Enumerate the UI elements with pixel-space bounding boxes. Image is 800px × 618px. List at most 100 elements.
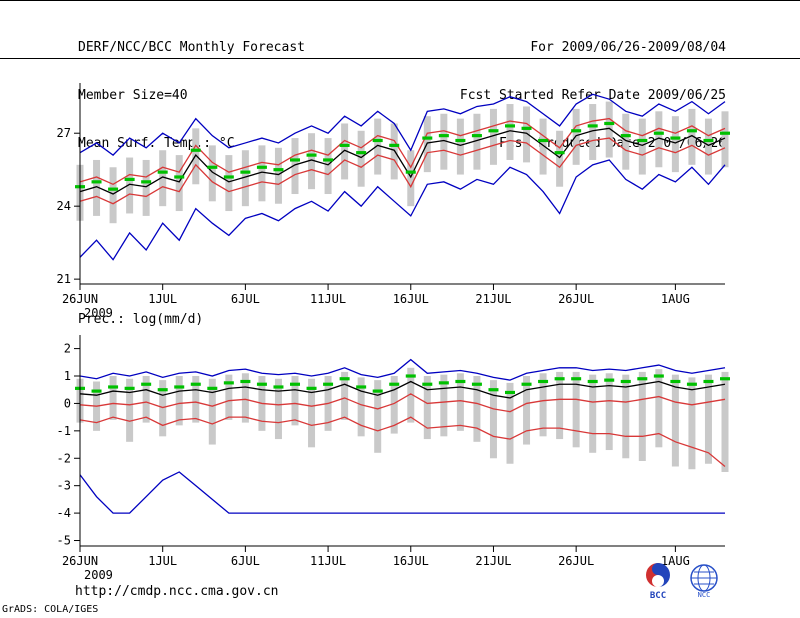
member-range-bar bbox=[440, 113, 448, 170]
member-range-bar bbox=[440, 374, 448, 437]
member-max-line bbox=[79, 93, 726, 156]
page-title: DERF/NCC/BCC Monthly Forecast bbox=[78, 40, 305, 55]
y-tick-label: 27 bbox=[57, 126, 71, 140]
x-tick-label: 1AUG bbox=[661, 554, 690, 568]
member-range-bar bbox=[175, 155, 183, 212]
x-tick-label: 11JUL bbox=[310, 554, 346, 568]
upper-spread-line bbox=[79, 117, 726, 186]
x-tick-label: 1JUL bbox=[148, 554, 177, 568]
member-range-bar bbox=[357, 377, 365, 437]
member-range-bar bbox=[655, 111, 663, 168]
member-range-bar bbox=[291, 138, 299, 195]
member-max-line bbox=[79, 358, 726, 381]
member-range-bar bbox=[126, 157, 134, 214]
member-range-bar bbox=[671, 374, 679, 467]
member-range-bar bbox=[572, 371, 580, 448]
precip-chart-title: Prec.: log(mm/d) bbox=[78, 312, 204, 327]
upper-spread-line bbox=[79, 393, 726, 413]
member-min-line bbox=[79, 159, 726, 261]
member-range-bar bbox=[274, 378, 282, 440]
member-range-bar bbox=[473, 113, 481, 170]
x-tick-label: 6JUL bbox=[231, 292, 260, 306]
bcc-logo-blue-swirl bbox=[652, 563, 670, 587]
x-tick-label: 6JUL bbox=[231, 554, 260, 568]
temperature-chart: 21 24 27 26JUN 1JUL 6JUL 11JUL 16JUL 21JUL 26JUL 1… bbox=[57, 83, 730, 317]
y-tick-label: 1 bbox=[64, 369, 71, 383]
member-range-bar bbox=[159, 380, 167, 437]
member-range-bar bbox=[241, 150, 249, 207]
member-range-bar bbox=[456, 373, 464, 431]
y-tick-label: -2 bbox=[57, 451, 71, 465]
y-tick-label: -4 bbox=[57, 506, 71, 520]
x-tick-label: 16JUL bbox=[393, 292, 429, 306]
member-range-bar bbox=[258, 145, 266, 202]
member-range-bar bbox=[374, 380, 382, 453]
year-label: 2009 bbox=[84, 306, 113, 317]
member-range-bar bbox=[192, 376, 200, 423]
x-tick-label: 26JUL bbox=[558, 554, 594, 568]
member-range-bar bbox=[225, 155, 233, 212]
precipitation-chart: 2 1 0 -1 -2 -3 -4 -5 26JUN 1JUL 6JUL 11JUL 16JUL 21JU… bbox=[57, 335, 730, 581]
year-label: 2009 bbox=[84, 568, 113, 581]
member-range-bar bbox=[704, 374, 712, 464]
member-range-bar bbox=[308, 133, 316, 190]
x-tick-label: 26JUN bbox=[62, 554, 98, 568]
x-tick-label: 11JUL bbox=[310, 292, 346, 306]
member-range-bar bbox=[506, 104, 514, 160]
grads-credit: GrADS: COLA/IGES bbox=[2, 604, 99, 615]
member-range-bar bbox=[523, 376, 531, 445]
refer-date-label: Fcst Started Refer Date 2009/06/25 bbox=[459, 88, 726, 103]
member-range-bar bbox=[556, 130, 564, 187]
member-size-label: Member Size=40 bbox=[78, 88, 188, 103]
member-range-bar bbox=[572, 108, 580, 165]
x-tick-label: 26JUL bbox=[558, 292, 594, 306]
bcc-logo-label: BCC bbox=[650, 591, 666, 601]
member-range-bar bbox=[109, 167, 117, 224]
member-range-bar bbox=[589, 104, 597, 160]
member-range-bar bbox=[109, 376, 117, 420]
member-range-bar bbox=[390, 376, 398, 434]
y-tick-label: 21 bbox=[57, 272, 71, 286]
member-range-bar bbox=[175, 376, 183, 426]
member-min-line bbox=[79, 471, 725, 514]
y-tick-label: 24 bbox=[57, 199, 71, 213]
member-range-bar bbox=[539, 118, 547, 175]
member-range-bar bbox=[605, 373, 613, 451]
member-range-bar bbox=[126, 378, 134, 442]
member-range-bar bbox=[208, 378, 216, 445]
lower-spread-line bbox=[79, 416, 726, 467]
member-range-bar bbox=[357, 130, 365, 187]
x-tick-label: 1JUL bbox=[148, 292, 177, 306]
ncc-logo: NCC bbox=[690, 564, 718, 599]
member-range-bar bbox=[523, 106, 531, 163]
ensemble-mean-line bbox=[79, 127, 726, 195]
member-range-bar bbox=[341, 371, 349, 420]
x-tick-label: 26JUN bbox=[62, 292, 98, 306]
x-tick-label: 21JUL bbox=[475, 554, 511, 568]
member-range-bar bbox=[655, 369, 663, 448]
x-tick-label: 1AUG bbox=[661, 292, 690, 306]
ensemble-mean-line bbox=[79, 380, 726, 399]
member-range-bar bbox=[308, 378, 316, 448]
y-tick-label: 2 bbox=[64, 342, 71, 356]
member-range-bar bbox=[489, 380, 497, 459]
member-range-bar bbox=[142, 159, 150, 216]
member-range-bar bbox=[638, 118, 646, 175]
member-range-bar bbox=[506, 382, 514, 464]
footer-url: http://cmdp.ncc.cma.gov.cn bbox=[75, 584, 279, 599]
lower-spread-line bbox=[79, 137, 726, 205]
header-divider bbox=[0, 58, 800, 59]
member-range-bar bbox=[556, 371, 564, 440]
member-range-bar bbox=[274, 147, 282, 204]
member-range-bar bbox=[473, 376, 481, 442]
member-range-bar bbox=[589, 374, 597, 453]
member-range-bar bbox=[324, 138, 332, 195]
member-range-bar bbox=[622, 374, 630, 459]
member-range-bar bbox=[622, 113, 630, 170]
member-range-bar bbox=[605, 101, 613, 158]
member-range-bar bbox=[489, 108, 497, 165]
member-range-bar bbox=[688, 377, 696, 470]
member-range-bar bbox=[423, 376, 431, 440]
member-range-bar bbox=[721, 371, 729, 472]
